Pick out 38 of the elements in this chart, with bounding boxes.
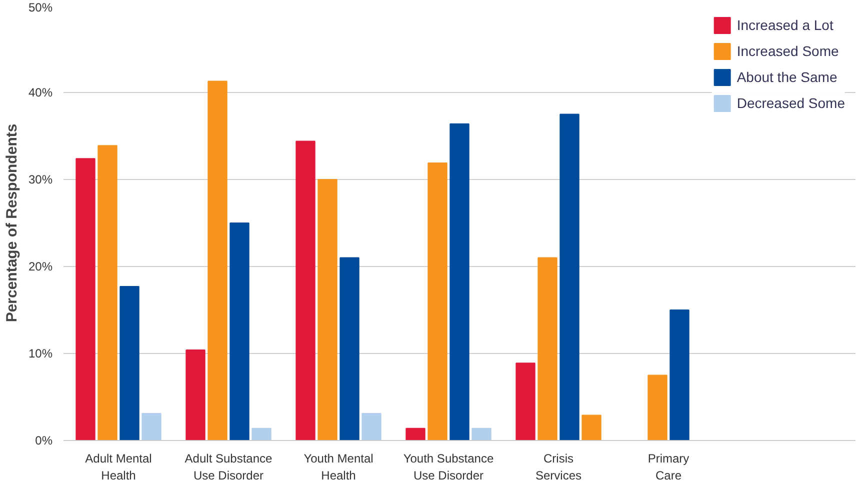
bar	[252, 428, 272, 440]
y-tick-label: 50%	[28, 0, 53, 14]
bar	[560, 114, 580, 440]
bar	[472, 428, 492, 440]
y-tick-label: 0%	[35, 434, 53, 448]
legend-label: About the Same	[736, 69, 838, 85]
bar	[98, 145, 118, 440]
legend-label: Increased Some	[736, 43, 839, 59]
y-tick-label: 20%	[28, 260, 53, 274]
bar	[186, 350, 206, 440]
bar	[318, 179, 338, 440]
bar	[450, 123, 470, 440]
x-tick-label: Crisis Services	[535, 452, 582, 482]
x-tick-label: Adult Mental Health	[85, 452, 152, 482]
bar	[428, 162, 448, 440]
bar	[230, 222, 250, 440]
x-tick-label: Youth Substance Use Disorder	[403, 452, 494, 482]
bar	[362, 413, 382, 440]
legend-label: Increased a Lot	[736, 17, 834, 33]
bar	[296, 140, 316, 440]
y-axis-title: Percentage of Respondents	[3, 124, 20, 322]
bar	[142, 413, 162, 440]
legend-label: Decreased Some	[736, 95, 845, 111]
bar	[670, 310, 690, 440]
bar	[648, 374, 668, 440]
y-tick-label: 10%	[28, 346, 53, 360]
y-tick-label: 40%	[28, 86, 53, 100]
bar	[76, 158, 96, 440]
bar	[120, 286, 140, 440]
x-tick-label: Adult Substance Use Disorder	[184, 452, 273, 482]
bar	[340, 257, 360, 440]
x-tick-label: Youth Mental Health	[304, 452, 374, 482]
y-tick-label: 30%	[28, 172, 53, 186]
x-tick-label: Primary Care	[648, 452, 690, 482]
bar	[516, 362, 536, 440]
bar	[208, 80, 228, 440]
bar	[406, 428, 426, 440]
bar	[538, 257, 558, 440]
